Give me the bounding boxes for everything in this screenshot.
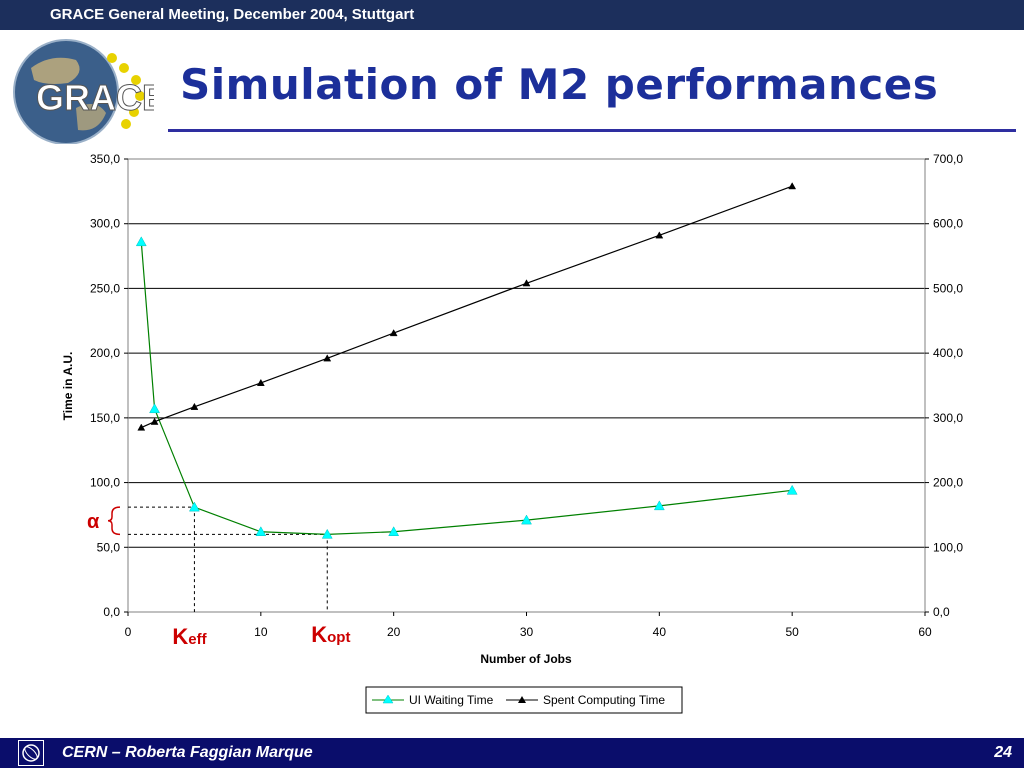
keff-sub: eff	[188, 631, 207, 648]
kopt-sub: opt	[327, 629, 350, 646]
alpha-brace	[107, 506, 121, 536]
legend-spent-marker	[518, 696, 526, 703]
alpha-label: α	[87, 511, 100, 533]
y-tick-label: 350,0	[90, 152, 120, 166]
y-tick-label: 50,0	[97, 540, 121, 554]
data-point-ui-waiting	[653, 500, 665, 511]
data-point-ui-waiting	[388, 526, 400, 537]
y2-axis-ticks: 0,0 100,0 200,0 300,0 400,0 500,0 600,0 700,0	[925, 152, 963, 619]
logo-text: GRACE	[36, 77, 154, 118]
x-tick-label: 20	[387, 625, 401, 639]
data-point-ui-waiting	[188, 501, 200, 512]
data-point-spent-computing	[150, 417, 159, 425]
y2-tick-label: 600,0	[933, 217, 963, 231]
kopt-label: Kopt	[311, 622, 350, 647]
data-point-ui-waiting	[149, 403, 160, 414]
data-point-ui-waiting	[135, 236, 147, 247]
y2-tick-label: 100,0	[933, 540, 963, 554]
x-axis-ticks: 0 10 20 30 40 50 60	[125, 612, 932, 639]
y-axis-ticks: 0,0 50,0 100,0 150,0 200,0 250,0 300,0 350,0	[90, 152, 128, 619]
title-underline	[168, 129, 1016, 132]
data-point-ui-waiting	[521, 514, 532, 525]
grid	[128, 158, 925, 548]
data-point-spent-computing	[323, 354, 332, 362]
data-point-ui-waiting	[786, 484, 798, 495]
x-tick-label: 30	[520, 625, 534, 639]
series-layer	[135, 182, 798, 539]
legend-spent-label: Spent Computing Time	[543, 693, 665, 707]
keff-label: Keff	[172, 624, 207, 649]
plot-area	[127, 158, 926, 613]
legend-ui-label: UI Waiting Time	[409, 693, 494, 707]
keff-main: K	[172, 624, 188, 649]
x-tick-label: 50	[785, 625, 799, 639]
header-title: GRACE General Meeting, December 2004, St…	[50, 6, 415, 23]
y-tick-label: 150,0	[90, 411, 120, 425]
page-number: 24	[994, 744, 1012, 761]
x-tick-label: 60	[918, 625, 932, 639]
data-point-ui-waiting	[321, 528, 333, 539]
y-tick-label: 250,0	[90, 281, 120, 295]
y2-tick-label: 400,0	[933, 346, 963, 360]
y2-tick-label: 500,0	[933, 281, 963, 295]
y2-tick-label: 300,0	[933, 411, 963, 425]
cern-logo-icon	[18, 740, 44, 766]
series-line-spent-computing	[141, 185, 793, 429]
y-tick-label: 200,0	[90, 346, 120, 360]
data-point-ui-waiting	[255, 526, 267, 537]
y-tick-label: 0,0	[103, 605, 120, 619]
data-point-spent-computing	[256, 378, 265, 386]
series-line-ui-waiting	[140, 241, 793, 535]
y-axis-label: Time in A.U.	[61, 352, 75, 421]
y-tick-label: 100,0	[90, 476, 120, 490]
data-point-spent-computing	[389, 329, 398, 337]
data-point-spent-computing	[788, 182, 797, 190]
legend-ui-marker	[382, 694, 394, 704]
x-tick-label: 10	[254, 625, 268, 639]
x-tick-label: 40	[653, 625, 667, 639]
header-bar: GRACE General Meeting, December 2004, St…	[0, 0, 1024, 30]
data-point-spent-computing	[137, 423, 146, 431]
legend: UI Waiting Time Spent Computing Time	[365, 686, 683, 714]
grace-logo: GRACE	[13, 39, 154, 144]
data-point-spent-computing	[655, 231, 664, 239]
footer-bar: CERN – Roberta Faggian Marque 24	[0, 738, 1024, 768]
slide-title: Simulation of M2 performances	[180, 60, 939, 109]
x-axis-label: Number of Jobs	[480, 652, 572, 666]
y2-tick-label: 0,0	[933, 605, 950, 619]
x-tick-label: 0	[125, 625, 132, 639]
y2-tick-label: 200,0	[933, 476, 963, 490]
data-point-spent-computing	[522, 279, 531, 287]
y2-tick-label: 700,0	[933, 152, 963, 166]
footer-text: CERN – Roberta Faggian Marque	[62, 744, 313, 761]
y-tick-label: 300,0	[90, 217, 120, 231]
kopt-main: K	[311, 622, 327, 647]
data-point-spent-computing	[190, 402, 199, 410]
